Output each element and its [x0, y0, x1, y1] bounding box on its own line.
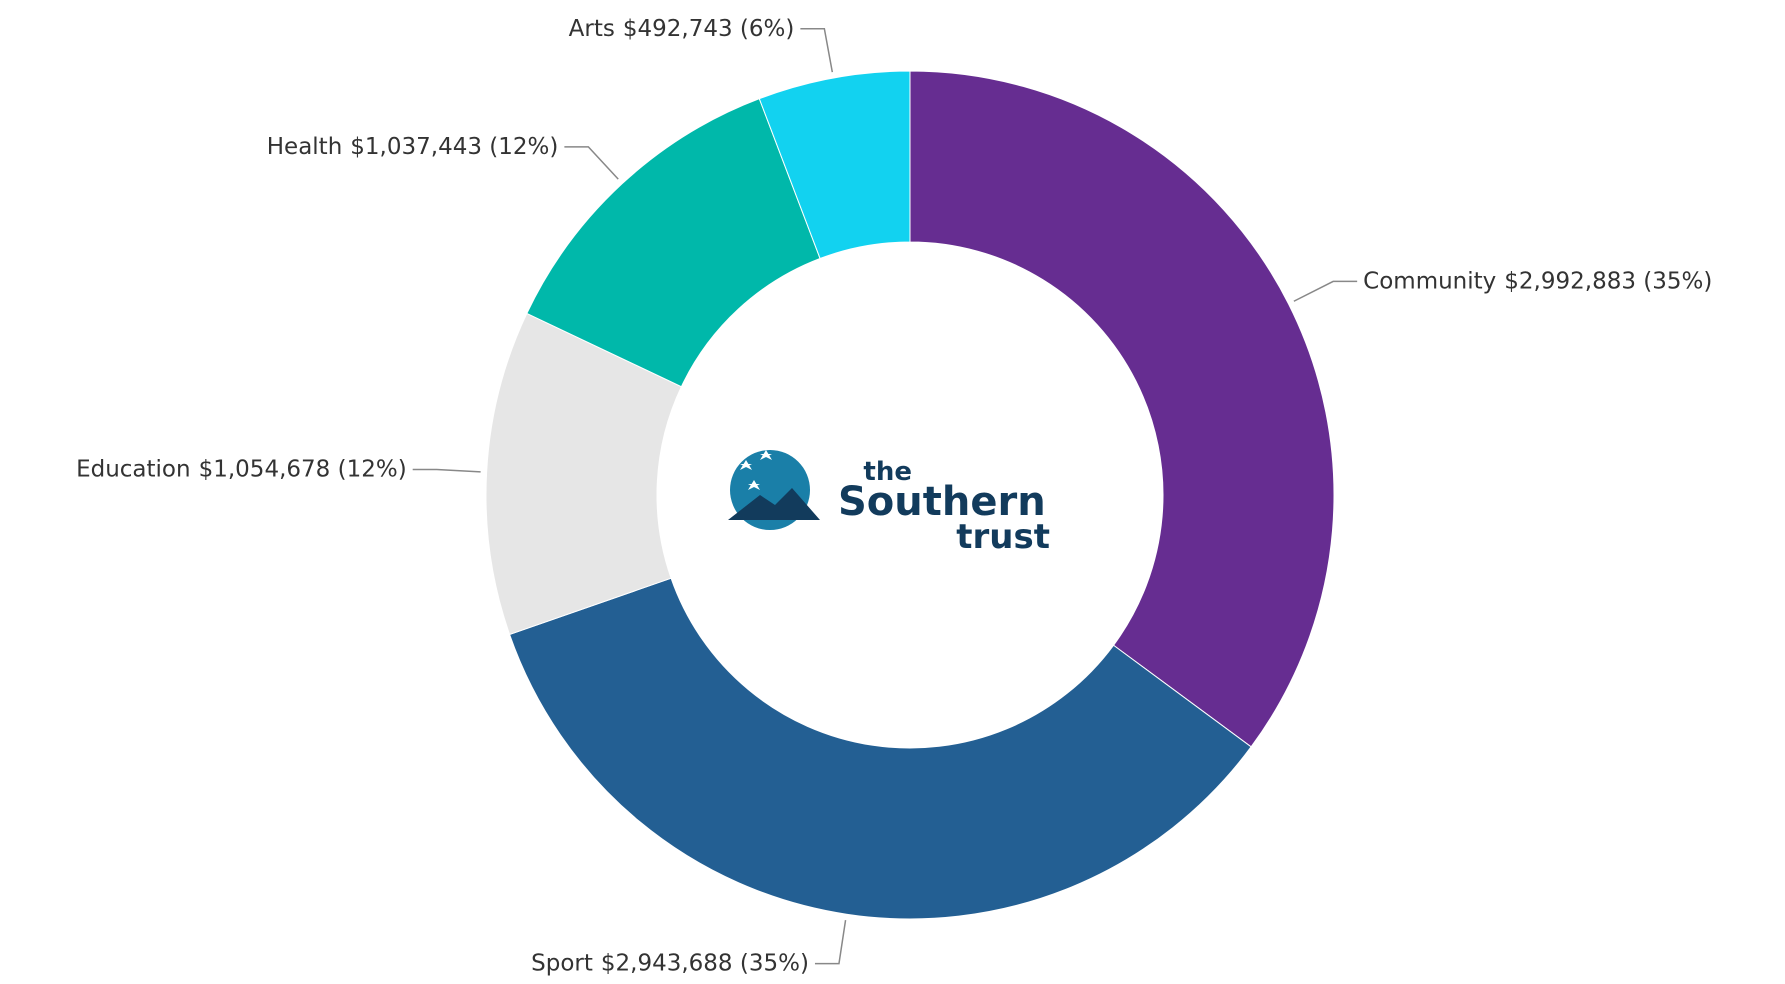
data-label: Community $2,992,883 (35%)	[1363, 268, 1712, 294]
donut-segment	[758, 70, 911, 260]
logo: the Southern trust	[728, 450, 1050, 557]
leader-line	[800, 28, 834, 73]
leader-line	[412, 468, 481, 473]
value-label: $2,992,883 (35%)	[1504, 268, 1712, 294]
leader-line	[1293, 280, 1358, 302]
logo-stars	[740, 450, 772, 490]
value-label: $2,943,688 (35%)	[601, 950, 809, 976]
category-name: Sport	[531, 950, 593, 976]
data-label: Sport $2,943,688 (35%)	[531, 950, 809, 976]
category-name: Community	[1363, 268, 1496, 294]
logo-text: the	[863, 457, 912, 487]
category-name: Education	[76, 456, 191, 482]
logo-mountain	[728, 488, 820, 520]
category-name: Arts	[569, 15, 615, 41]
donut: Community $2,992,883 (35%) Sport $2,943,688…	[76, 15, 1712, 976]
donut-segment	[485, 312, 683, 636]
data-label: Health $1,037,443 (12%)	[267, 133, 559, 159]
value-label: $1,037,443 (12%)	[350, 133, 558, 159]
leader-line	[564, 146, 619, 180]
donut-segment	[909, 70, 1335, 748]
data-label: Education $1,054,678 (12%)	[76, 456, 407, 482]
logo-text: trust	[956, 517, 1050, 557]
donut-segment	[508, 577, 1252, 920]
value-label: $1,054,678 (12%)	[199, 456, 407, 482]
category-name: Health	[267, 133, 343, 159]
value-label: $492,743 (6%)	[623, 15, 795, 41]
data-label: Arts $492,743 (6%)	[569, 15, 795, 41]
logo-text: Southern	[838, 479, 1046, 525]
leader-line	[814, 920, 847, 965]
